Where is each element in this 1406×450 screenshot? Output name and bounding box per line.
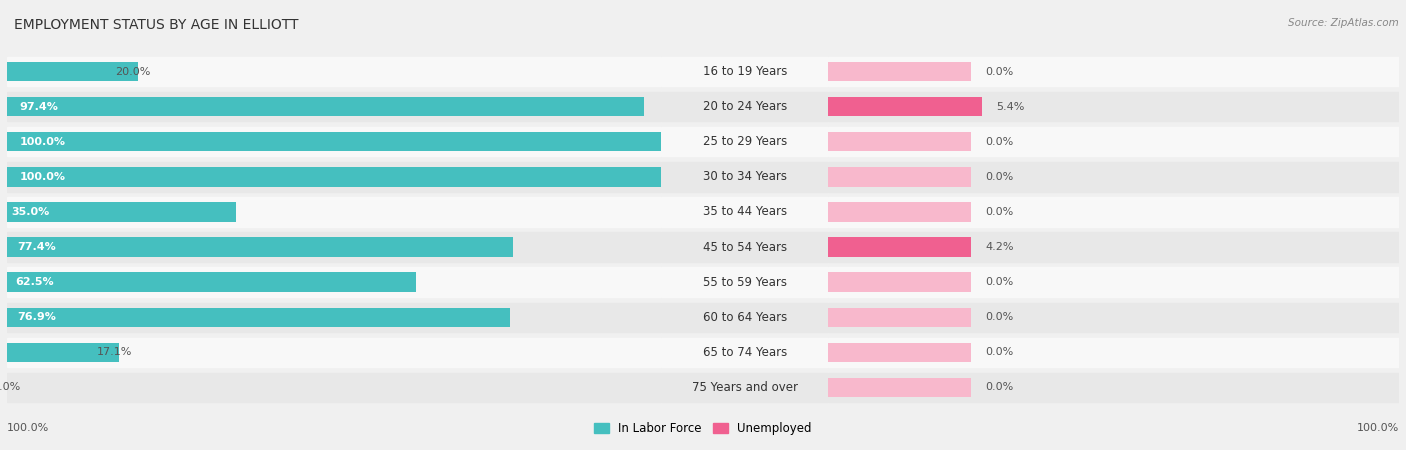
Text: 55 to 59 Years: 55 to 59 Years <box>703 276 787 288</box>
Bar <box>7 92 661 122</box>
Text: 16 to 19 Years: 16 to 19 Years <box>703 65 787 78</box>
Bar <box>661 373 828 402</box>
Text: 100.0%: 100.0% <box>20 172 66 182</box>
Text: 76.9%: 76.9% <box>17 312 56 322</box>
Bar <box>661 197 828 227</box>
Text: 100.0%: 100.0% <box>1357 423 1399 433</box>
Bar <box>7 308 510 327</box>
Bar <box>828 232 1399 262</box>
Text: 20.0%: 20.0% <box>115 67 150 76</box>
Bar <box>828 92 1399 122</box>
Bar <box>7 338 661 367</box>
Bar <box>828 197 1399 227</box>
Bar <box>7 343 120 362</box>
Bar <box>828 127 1399 157</box>
Text: 5.4%: 5.4% <box>997 102 1025 112</box>
Bar <box>661 162 828 192</box>
Bar <box>828 62 972 81</box>
Text: 0.0%: 0.0% <box>986 382 1014 392</box>
Text: 0.0%: 0.0% <box>986 137 1014 147</box>
Text: 4.2%: 4.2% <box>986 242 1014 252</box>
Bar <box>7 373 661 402</box>
Text: 0.0%: 0.0% <box>986 312 1014 322</box>
Bar <box>7 232 661 262</box>
Bar <box>661 302 828 332</box>
Bar <box>7 62 138 81</box>
Bar <box>828 167 972 186</box>
Text: 100.0%: 100.0% <box>7 423 49 433</box>
Bar <box>828 267 1399 297</box>
Text: 17.1%: 17.1% <box>97 347 132 357</box>
Bar <box>7 132 661 151</box>
Bar <box>7 162 661 192</box>
Text: 75 Years and over: 75 Years and over <box>692 381 797 394</box>
Bar <box>7 202 236 221</box>
Bar <box>661 57 828 86</box>
Text: 30 to 34 Years: 30 to 34 Years <box>703 171 787 183</box>
Bar <box>7 238 513 256</box>
Legend: In Labor Force, Unemployed: In Labor Force, Unemployed <box>589 417 817 440</box>
Bar <box>661 338 828 367</box>
Bar <box>661 92 828 122</box>
Bar <box>828 132 972 151</box>
Text: 0.0%: 0.0% <box>0 382 20 392</box>
Bar <box>7 197 661 227</box>
Bar <box>828 273 972 292</box>
Bar <box>828 57 1399 86</box>
Bar <box>828 378 972 397</box>
Bar <box>661 267 828 297</box>
Text: Source: ZipAtlas.com: Source: ZipAtlas.com <box>1288 18 1399 28</box>
Bar <box>828 97 983 116</box>
Text: 60 to 64 Years: 60 to 64 Years <box>703 311 787 324</box>
Bar <box>7 127 661 157</box>
Text: 0.0%: 0.0% <box>986 67 1014 76</box>
Text: 65 to 74 Years: 65 to 74 Years <box>703 346 787 359</box>
Text: 62.5%: 62.5% <box>15 277 53 287</box>
Text: 0.0%: 0.0% <box>986 277 1014 287</box>
Bar <box>7 167 661 186</box>
Bar <box>828 162 1399 192</box>
Bar <box>828 338 1399 367</box>
Bar <box>828 202 972 221</box>
Text: 100.0%: 100.0% <box>20 137 66 147</box>
Bar <box>661 127 828 157</box>
Text: 77.4%: 77.4% <box>17 242 56 252</box>
Bar <box>7 302 661 332</box>
Text: 35 to 44 Years: 35 to 44 Years <box>703 206 787 218</box>
Text: 0.0%: 0.0% <box>986 172 1014 182</box>
Bar <box>828 343 972 362</box>
Text: 25 to 29 Years: 25 to 29 Years <box>703 135 787 148</box>
Text: 35.0%: 35.0% <box>11 207 49 217</box>
Bar <box>828 302 1399 332</box>
Bar <box>7 57 661 86</box>
Text: EMPLOYMENT STATUS BY AGE IN ELLIOTT: EMPLOYMENT STATUS BY AGE IN ELLIOTT <box>14 18 298 32</box>
Bar <box>7 97 644 116</box>
Text: 45 to 54 Years: 45 to 54 Years <box>703 241 787 253</box>
Bar <box>661 232 828 262</box>
Text: 97.4%: 97.4% <box>20 102 59 112</box>
Text: 0.0%: 0.0% <box>986 207 1014 217</box>
Bar <box>828 238 972 256</box>
Text: 20 to 24 Years: 20 to 24 Years <box>703 100 787 113</box>
Bar <box>7 273 416 292</box>
Bar <box>828 308 972 327</box>
Bar <box>7 267 661 297</box>
Bar <box>828 373 1399 402</box>
Text: 0.0%: 0.0% <box>986 347 1014 357</box>
